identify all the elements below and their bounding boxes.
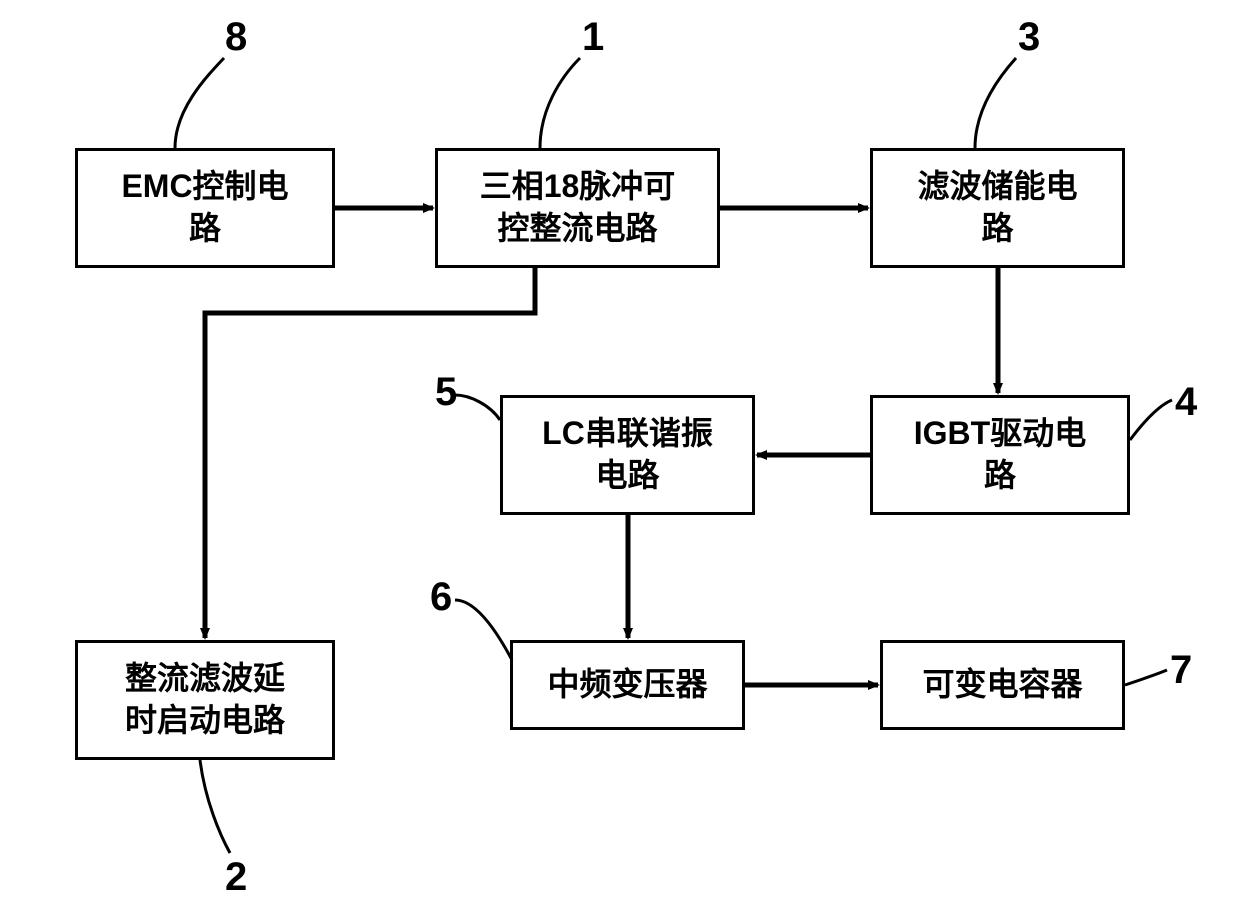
block-mf-transformer-label: 中频变压器 <box>547 664 707 706</box>
label-4: 4 <box>1175 380 1197 425</box>
block-lc-resonant: LC串联谐振电路 <box>500 395 755 515</box>
label-1: 1 <box>582 15 604 60</box>
block-igbt: IGBT驱动电路 <box>870 395 1130 515</box>
block-variable-cap-label: 可变电容器 <box>922 664 1082 706</box>
label-2: 2 <box>225 855 247 900</box>
block-rectifier: 三相18脉冲可控整流电路 <box>435 148 720 268</box>
block-emc: EMC控制电路 <box>75 148 335 268</box>
block-rectifier-filter-delay-label: 整流滤波延时启动电路 <box>125 658 285 741</box>
block-filter-storage: 滤波储能电路 <box>870 148 1125 268</box>
block-mf-transformer: 中频变压器 <box>510 640 745 730</box>
label-5: 5 <box>435 370 457 415</box>
block-rectifier-filter-delay: 整流滤波延时启动电路 <box>75 640 335 760</box>
label-8: 8 <box>225 15 247 60</box>
block-igbt-label: IGBT驱动电路 <box>914 413 1086 496</box>
label-6: 6 <box>430 575 452 620</box>
block-emc-label: EMC控制电路 <box>121 166 288 249</box>
block-rectifier-label: 三相18脉冲可控整流电路 <box>480 166 676 249</box>
label-7: 7 <box>1170 648 1192 693</box>
label-3: 3 <box>1018 15 1040 60</box>
block-filter-storage-label: 滤波储能电路 <box>917 166 1077 249</box>
block-variable-cap: 可变电容器 <box>880 640 1125 730</box>
block-lc-resonant-label: LC串联谐振电路 <box>542 413 713 496</box>
